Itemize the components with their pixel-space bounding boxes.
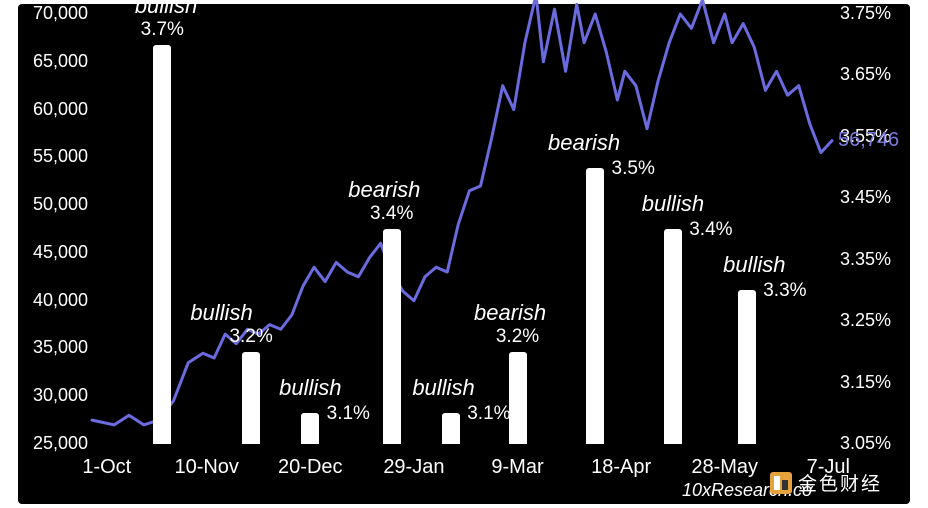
sentiment-label: bullish <box>279 375 341 401</box>
bar-value-label: 3.1% <box>327 403 370 425</box>
y-right-tick: 3.25% <box>840 310 910 331</box>
bar-value-label: 3.5% <box>612 158 655 180</box>
sentiment-label: bullish <box>723 252 785 278</box>
x-tick: 10-Nov <box>174 456 238 479</box>
bar-value-label: 3.3% <box>763 280 806 302</box>
sentiment-label: bullish <box>135 0 197 19</box>
sentiment-label: bearish <box>348 177 420 203</box>
bar-value-label: 3.2% <box>229 326 272 348</box>
y-right-tick: 3.05% <box>840 433 910 454</box>
y-right-tick: 3.65% <box>840 64 910 85</box>
chart-container: 25,000 30,000 35,000 40,000 45,000 50,000 55,0… <box>18 4 910 504</box>
y-right-tick: 3.45% <box>840 187 910 208</box>
bar <box>586 168 604 444</box>
y-left-tick: 40,000 <box>18 290 88 311</box>
y-left-tick: 50,000 <box>18 194 88 215</box>
bar <box>242 352 260 444</box>
y-left-tick: 45,000 <box>18 242 88 263</box>
y-left-tick: 30,000 <box>18 385 88 406</box>
bar <box>383 229 401 444</box>
bar-value-label: 3.7% <box>141 19 184 41</box>
sentiment-label: bearish <box>548 130 620 156</box>
x-tick: 18-Apr <box>591 456 651 479</box>
sentiment-label: bullish <box>412 375 474 401</box>
bar <box>509 352 527 444</box>
x-tick: 28-May <box>691 456 758 479</box>
y-left-tick: 60,000 <box>18 99 88 120</box>
bar-value-label: 3.2% <box>496 326 539 348</box>
y-left-tick: 55,000 <box>18 146 88 167</box>
y-right-tick: 3.15% <box>840 372 910 393</box>
bar <box>153 45 171 444</box>
last-price-label: 56,746 <box>838 129 899 152</box>
bar-value-label: 3.1% <box>467 403 510 425</box>
x-tick: 9-Mar <box>491 456 543 479</box>
sentiment-label: bullish <box>642 191 704 217</box>
watermark-icon <box>770 472 792 494</box>
x-tick: 20-Dec <box>278 456 342 479</box>
watermark-text: 金色财经 <box>798 469 882 496</box>
bar <box>301 413 319 444</box>
y-right-tick: 3.75% <box>840 3 910 24</box>
x-tick: 1-Oct <box>82 456 131 479</box>
bar <box>664 229 682 444</box>
sentiment-label: bearish <box>474 300 546 326</box>
bar <box>738 290 756 444</box>
watermark: 金色财经 <box>770 469 882 496</box>
y-left-tick: 70,000 <box>18 3 88 24</box>
y-left-tick: 25,000 <box>18 433 88 454</box>
plot-area: 3.7%bullish3.2%bullish3.1%bullish3.4%bea… <box>92 14 832 444</box>
y-left-tick: 65,000 <box>18 51 88 72</box>
bar-value-label: 3.4% <box>370 203 413 225</box>
bar-value-label: 3.4% <box>689 219 732 241</box>
x-tick: 29-Jan <box>383 456 444 479</box>
sentiment-label: bullish <box>190 300 252 326</box>
y-left-tick: 35,000 <box>18 337 88 358</box>
bar <box>442 413 460 444</box>
y-right-tick: 3.35% <box>840 249 910 270</box>
